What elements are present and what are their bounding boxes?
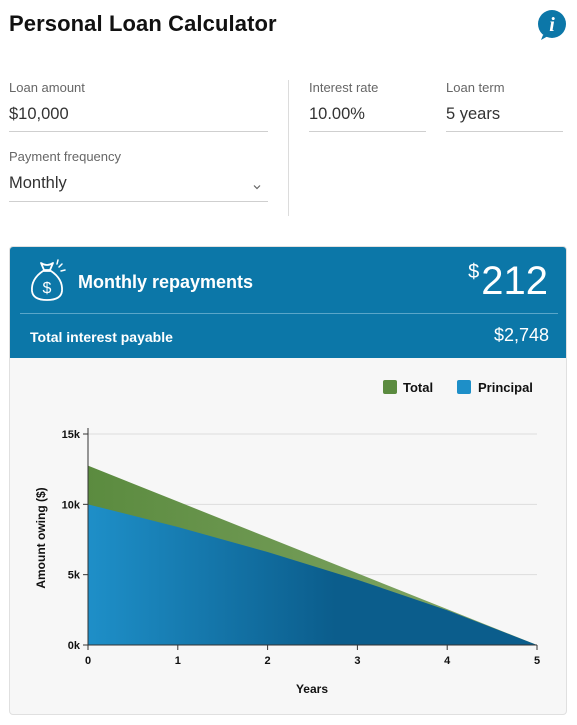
loan-amount-field[interactable]: Loan amount $10,000: [9, 80, 268, 132]
x-tick-label: 5: [534, 655, 540, 667]
repayments-currency: $: [468, 261, 480, 283]
repayments-label: Monthly repayments: [78, 272, 254, 292]
x-tick-label: 3: [354, 655, 360, 667]
money-bag-icon: $: [31, 259, 66, 301]
y-axis-title: Amount owing ($): [34, 487, 48, 588]
column-divider: [288, 80, 289, 216]
repayments-value: 212: [481, 259, 548, 303]
legend-swatch-total: [383, 380, 397, 394]
payment-frequency-select[interactable]: Monthly: [9, 174, 67, 192]
legend-swatch-principal: [457, 380, 471, 394]
x-tick-label: 2: [265, 655, 271, 667]
svg-text:$: $: [43, 280, 52, 297]
loan-term-field[interactable]: Loan term 5 years: [446, 80, 563, 132]
x-tick-label: 1: [175, 655, 181, 667]
y-tick-label: 10k: [62, 499, 81, 511]
amount-owing-chart: Total Principal 0k 5k 10k 15k 0 1 2 3 4 5 Years Am…: [34, 380, 540, 696]
y-tick-label: 15k: [62, 429, 81, 441]
loan-term-underline: [446, 131, 563, 132]
y-tick-label: 0k: [68, 640, 81, 652]
chart-legend: Total Principal: [383, 380, 533, 395]
payment-frequency-underline: [9, 201, 268, 202]
loan-term-label: Loan term: [446, 80, 505, 95]
info-icon[interactable]: i: [536, 9, 568, 41]
loan-amount-input[interactable]: $10,000: [9, 105, 69, 123]
series-area-principal: [88, 504, 537, 645]
chevron-down-icon[interactable]: [252, 182, 262, 192]
legend-label-total: Total: [403, 380, 433, 395]
total-interest-label: Total interest payable: [30, 329, 173, 345]
interest-rate-label: Interest rate: [309, 80, 379, 95]
repayments-amount: $212: [468, 259, 548, 304]
y-tick-label: 5k: [68, 570, 81, 582]
legend-label-principal: Principal: [478, 380, 533, 395]
svg-text:i: i: [549, 14, 555, 36]
header-divider: [20, 313, 558, 314]
x-tick-label: 0: [85, 655, 91, 667]
interest-rate-input[interactable]: 10.00%: [309, 105, 365, 123]
page-title: Personal Loan Calculator: [9, 11, 277, 36]
interest-rate-field[interactable]: Interest rate 10.00%: [309, 80, 426, 132]
results-header: $ Monthly repayments $212 Total interest…: [10, 247, 566, 358]
payment-frequency-label: Payment frequency: [9, 149, 122, 164]
results-panel: $ Monthly repayments $212 Total interest…: [9, 246, 567, 715]
x-tick-label: 4: [444, 655, 451, 667]
total-interest-value: $2,748: [493, 325, 549, 345]
loan-term-input[interactable]: 5 years: [446, 105, 501, 123]
interest-rate-underline: [309, 131, 426, 132]
loan-amount-label: Loan amount: [9, 80, 85, 95]
x-axis-title: Years: [296, 682, 328, 696]
payment-frequency-field[interactable]: Payment frequency Monthly: [9, 149, 268, 202]
loan-amount-underline: [9, 131, 268, 132]
